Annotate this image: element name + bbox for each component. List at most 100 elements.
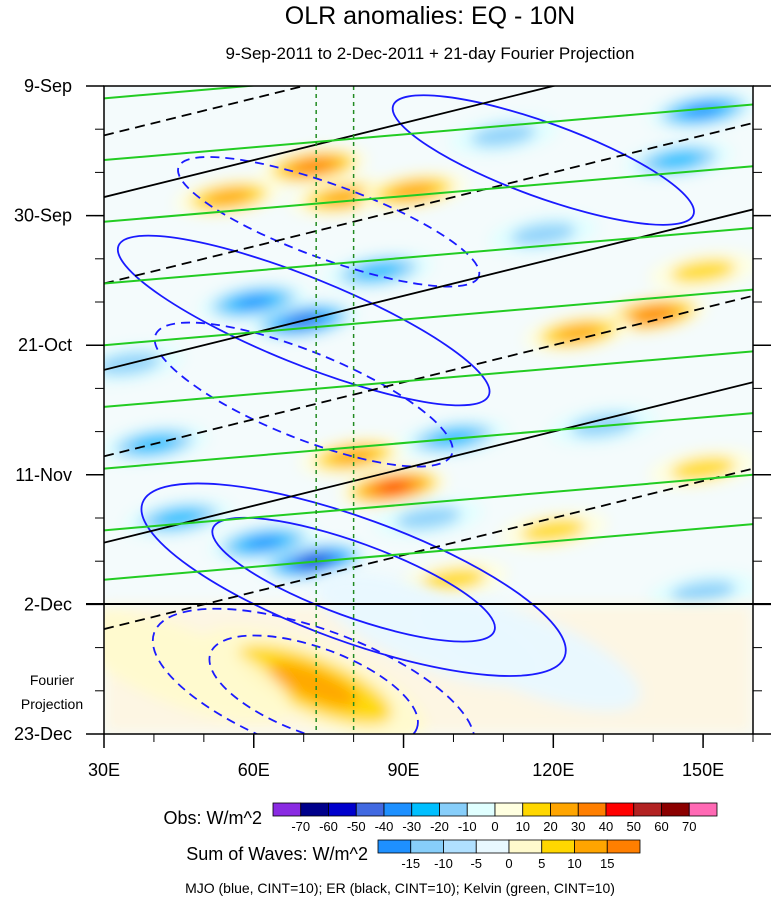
x-tick-label: 30E	[88, 760, 120, 780]
colorbar-swatch	[661, 802, 690, 817]
mjo-contour	[391, 94, 695, 226]
colorbar-tick-label: -15	[401, 856, 420, 871]
colorbar-swatch	[508, 839, 543, 854]
chart-title: OLR anomalies: EQ - 10N	[285, 2, 575, 30]
x-tick-label: 150E	[682, 760, 724, 780]
er-contour	[104, 208, 753, 371]
kelvin-contour	[104, 288, 753, 347]
colorbar-tick-label: -5	[470, 856, 482, 871]
obs-anomaly-blob	[670, 456, 736, 481]
colorbar-tick-label: -50	[347, 819, 366, 834]
obs-anomaly-blob	[378, 481, 409, 493]
obs-anomaly-blob	[670, 259, 736, 283]
forecast-label-line1: Fourier	[30, 672, 75, 688]
colorbar-tick-label: -20	[430, 819, 449, 834]
y-tick-label: 2-Dec	[24, 594, 72, 614]
colorbar-tick-label: 20	[543, 819, 557, 834]
mjo-contour	[140, 482, 567, 677]
colorbar-tick-label: 0	[491, 819, 498, 834]
obs-anomaly-blob	[355, 262, 402, 280]
colorbar-swatch	[355, 802, 385, 817]
obs-anomaly-blob	[510, 222, 577, 246]
colorbar-swatch	[383, 802, 413, 817]
colorbar-swatch	[377, 839, 412, 854]
colorbar-swatch	[577, 802, 607, 817]
colorbar-tick-label: 15	[600, 856, 614, 871]
colorbar-tick-label: -10	[434, 856, 453, 871]
mjo-contour	[153, 321, 454, 468]
er-contour	[104, 86, 558, 198]
colorbar-swatch	[272, 802, 302, 817]
x-tick-label: 120E	[532, 760, 574, 780]
kelvin-contour	[104, 103, 753, 162]
kelvin-contour	[104, 226, 753, 285]
colorbar-swatch	[605, 802, 635, 817]
x-tick-label: 90E	[388, 760, 420, 780]
obs-colorbar-label: Obs: W/m^2	[164, 808, 262, 828]
obs-anomaly-blob	[395, 506, 462, 530]
colorbar-swatch	[522, 802, 551, 817]
colorbar-swatch	[328, 802, 357, 817]
colorbar-swatch	[439, 802, 468, 817]
colorbar-tick-label: 10	[567, 856, 581, 871]
kelvin-contour	[104, 523, 753, 581]
colorbar-swatch	[410, 839, 444, 854]
colorbar-tick-label: 10	[516, 819, 530, 834]
obs-anomaly-blob	[205, 188, 253, 206]
mjo-contour	[116, 234, 491, 407]
obs-anomaly-blob	[245, 536, 282, 550]
colorbar-tick-label: -10	[458, 819, 477, 834]
kelvin-contour	[104, 350, 753, 408]
colorbar-swatch	[443, 839, 477, 854]
colorbar-tick-label: -30	[402, 819, 421, 834]
colorbar-tick-label: -60	[319, 819, 338, 834]
colorbar-tick-label: 0	[505, 856, 512, 871]
kelvin-contour	[104, 473, 753, 532]
kelvin-contour	[104, 412, 753, 470]
colorbar-tick-label: -70	[291, 819, 310, 834]
projection-anomaly-blob	[269, 662, 358, 708]
plot-area	[104, 86, 753, 734]
y-tick-label: 11-Nov	[15, 465, 72, 485]
obs-anomaly-blob	[470, 123, 537, 148]
colorbar-tick-label: 70	[682, 819, 696, 834]
kelvin-contour	[104, 86, 260, 100]
contour-legend-note: MJO (blue, CINT=10); ER (black, CINT=10)…	[185, 880, 615, 896]
y-tick-label: 9-Sep	[24, 76, 72, 96]
colorbar-tick-label: 60	[654, 819, 668, 834]
obs-anomaly-blob	[654, 151, 702, 169]
colorbar-swatch	[475, 839, 510, 854]
colorbar-tick-label: -40	[375, 819, 394, 834]
colorbar-tick-label: 30	[571, 819, 585, 834]
forecast-label-line2: Projection	[21, 696, 83, 712]
mjo-contour	[211, 516, 496, 643]
colorbar-tick-label: 5	[538, 856, 545, 871]
obs-anomaly-blob	[295, 159, 332, 173]
plot-frame	[103, 85, 754, 735]
obs-anomaly-blob	[420, 568, 487, 592]
colorbar-tick-label: 40	[599, 819, 613, 834]
colorbar-swatch	[550, 802, 579, 817]
waves-colorbar-label: Sum of Waves: W/m^2	[186, 844, 368, 864]
er-contour	[104, 381, 753, 544]
mjo-contour	[151, 607, 476, 734]
obs-anomaly-blob	[235, 295, 272, 309]
y-tick-label: 30-Sep	[14, 206, 72, 226]
colorbar-swatch	[688, 802, 718, 817]
colorbar-swatch	[541, 839, 575, 854]
colorbar-swatch	[466, 802, 496, 817]
x-tick-label: 60E	[238, 760, 270, 780]
obs-anomaly-blob	[670, 580, 736, 604]
colorbar-swatch	[574, 839, 608, 854]
obs-anomaly-blob	[520, 518, 587, 542]
colorbar-swatch	[494, 802, 524, 817]
colorbar-swatch	[300, 802, 329, 817]
projection-anomaly-blob	[416, 596, 641, 711]
colorbar-swatch	[411, 802, 440, 817]
colorbar-swatch	[633, 802, 662, 817]
y-tick-label: 23-Dec	[14, 724, 72, 744]
projection-anomaly-blob	[104, 608, 292, 724]
kelvin-contour	[104, 165, 753, 223]
colorbar-swatch	[606, 839, 641, 854]
